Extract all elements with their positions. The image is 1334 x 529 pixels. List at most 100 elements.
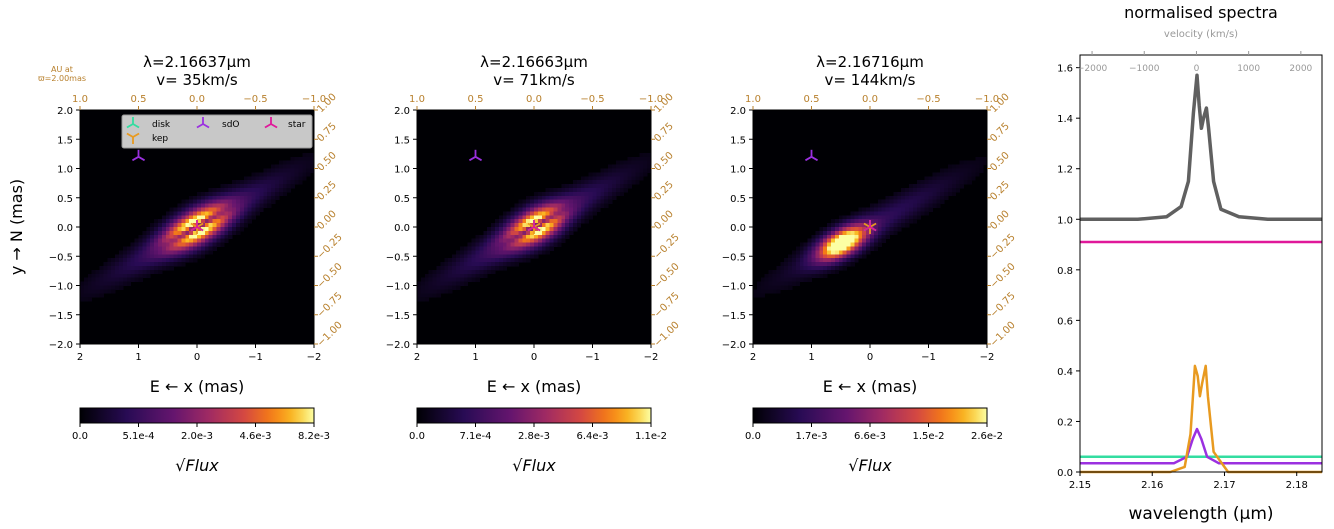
heatmap-cell xyxy=(126,273,132,279)
heatmap-cell xyxy=(940,191,945,197)
heatmap-cell xyxy=(103,273,108,279)
heatmap-cell xyxy=(627,172,632,177)
y-tick-label: −0.5 xyxy=(386,252,410,263)
heatmap-cell xyxy=(846,262,851,267)
heatmap-cell xyxy=(440,273,445,279)
heatmap-cell xyxy=(239,215,245,220)
heatmap-cell xyxy=(838,234,844,240)
heatmap-cell xyxy=(275,180,280,185)
star-marker-icon xyxy=(527,220,541,232)
heatmap-cell xyxy=(424,293,430,298)
heatmap-cell xyxy=(111,285,116,290)
heatmap-cell xyxy=(514,203,519,208)
heatmap-cell xyxy=(436,281,441,286)
heatmap-cell xyxy=(267,172,272,177)
heatmap-cell xyxy=(146,230,151,236)
heatmap-cell xyxy=(901,191,906,197)
heatmap-cell xyxy=(495,238,500,243)
heatmap-cell xyxy=(850,246,855,251)
heatmap-cell xyxy=(255,180,260,185)
heatmap-cell xyxy=(456,285,461,290)
heatmap-cell xyxy=(580,199,586,204)
heatmap-cell xyxy=(827,227,832,232)
colorbar xyxy=(752,407,988,424)
heatmap-cell xyxy=(165,246,171,251)
heatmap-cell xyxy=(975,156,980,162)
heatmap-cell xyxy=(80,289,85,294)
star-marker-icon xyxy=(863,220,877,232)
heatmap-cell xyxy=(197,238,202,243)
colorbar-tick-label: 1.7e-3 xyxy=(795,431,827,442)
heatmap-cell xyxy=(526,195,531,201)
heatmap-cell xyxy=(428,289,433,294)
heatmap-cell xyxy=(189,230,194,236)
heatmap-cell xyxy=(103,281,108,286)
heatmap-cell xyxy=(631,176,636,181)
heatmap-cell xyxy=(95,293,100,298)
heatmap-cell xyxy=(545,199,550,204)
heatmap-cell xyxy=(165,215,171,220)
heatmap-cell xyxy=(161,219,167,224)
heatmap-cell xyxy=(596,172,601,177)
heatmap-cell xyxy=(873,211,879,216)
heatmap-cell xyxy=(604,195,609,201)
heatmap-cell xyxy=(204,230,210,236)
heatmap-cell xyxy=(545,227,550,232)
heatmap-cell xyxy=(522,258,527,263)
heatmap-cell xyxy=(764,273,769,279)
heatmap-cell xyxy=(912,188,918,193)
heatmap-cell xyxy=(784,262,789,267)
heatmap-cell xyxy=(506,242,511,247)
heatmap-cell xyxy=(596,207,601,212)
heatmap-cell xyxy=(881,223,886,228)
heatmap-cell xyxy=(444,285,449,290)
heatmap-cell xyxy=(909,207,914,212)
heatmap-cell xyxy=(534,195,539,201)
heatmap-cell xyxy=(608,188,613,193)
heatmap-cell xyxy=(831,238,836,243)
heatmap-cell xyxy=(959,184,964,189)
heatmap-cell xyxy=(612,195,617,201)
heatmap-cell xyxy=(522,238,527,243)
heatmap-cell xyxy=(623,160,628,165)
heatmap-cell xyxy=(154,219,159,224)
heatmap-cell xyxy=(165,219,171,224)
heatmap-cell xyxy=(635,156,640,162)
heatmap-cell xyxy=(584,180,589,185)
heatmap-cell xyxy=(873,238,879,243)
heatmap-cell xyxy=(608,195,613,201)
heatmap-cell xyxy=(115,262,120,267)
heatmap-cell xyxy=(282,164,288,169)
heatmap-cell xyxy=(635,180,640,185)
heatmap-cell xyxy=(639,176,644,181)
x-axis-label: E ← x (mas) xyxy=(487,377,581,396)
heatmap-cell xyxy=(236,230,241,236)
heatmap-cell xyxy=(239,199,245,204)
heatmap-cell xyxy=(877,215,883,220)
heatmap-cell xyxy=(623,164,628,169)
heatmap-cell xyxy=(967,168,972,173)
heatmap-cell xyxy=(545,238,550,243)
heatmap-cell xyxy=(475,242,480,247)
heatmap-cell xyxy=(959,180,964,185)
heatmap-cell xyxy=(608,172,613,177)
heatmap-cell xyxy=(514,211,519,216)
heatmap-cell xyxy=(916,215,922,220)
heatmap-cell xyxy=(259,195,264,201)
heatmap-cell xyxy=(165,227,171,232)
heatmap-cell xyxy=(549,195,554,201)
heatmap-cell xyxy=(831,250,836,255)
heatmap-cell xyxy=(193,234,198,240)
heatmap-cell xyxy=(580,180,586,185)
heatmap-cell xyxy=(502,238,508,243)
heatmap-cell xyxy=(885,203,890,208)
heatmap-cell xyxy=(815,246,820,251)
heatmap-cell xyxy=(495,242,500,247)
y-tick-label: −0.5 xyxy=(49,252,73,263)
heatmap-cell xyxy=(823,250,828,255)
heatmap-cell xyxy=(600,203,605,208)
heatmap-cell xyxy=(889,199,894,204)
heatmap-cell xyxy=(189,254,194,259)
heatmap-cell xyxy=(498,223,504,228)
heatmap-cell xyxy=(866,215,871,220)
